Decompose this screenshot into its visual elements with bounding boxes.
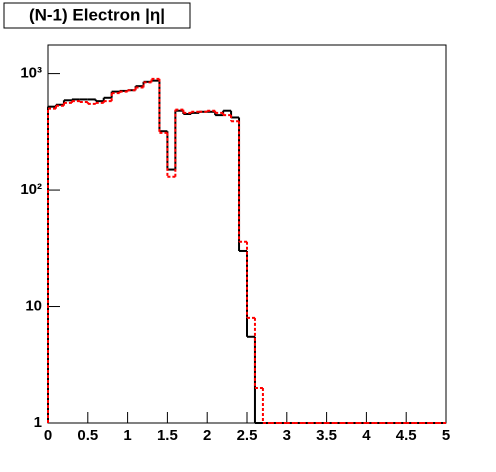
y-tick-label: 10 (25, 298, 42, 315)
x-tick-label: 1.5 (157, 427, 178, 444)
chart-title: (N-1) Electron |η| (29, 5, 165, 24)
plot-frame (47, 44, 447, 424)
y-tick-label: 10² (20, 181, 42, 198)
y-tick-label: 10³ (20, 65, 42, 82)
x-tick-label: 3.5 (316, 427, 337, 444)
title-box (3, 2, 191, 29)
x-tick-label: 0.5 (77, 427, 98, 444)
x-tick-label: 5 (442, 427, 450, 444)
y-tick-label: 1 (34, 414, 42, 431)
x-tick-label: 2.5 (237, 427, 258, 444)
x-tick-label: 4.5 (396, 427, 417, 444)
x-tick-label: 4 (362, 427, 371, 444)
x-tick-label: 0 (44, 427, 52, 444)
x-tick-label: 2 (203, 427, 211, 444)
x-tick-label: 3 (283, 427, 291, 444)
x-tick-label: 1 (123, 427, 131, 444)
